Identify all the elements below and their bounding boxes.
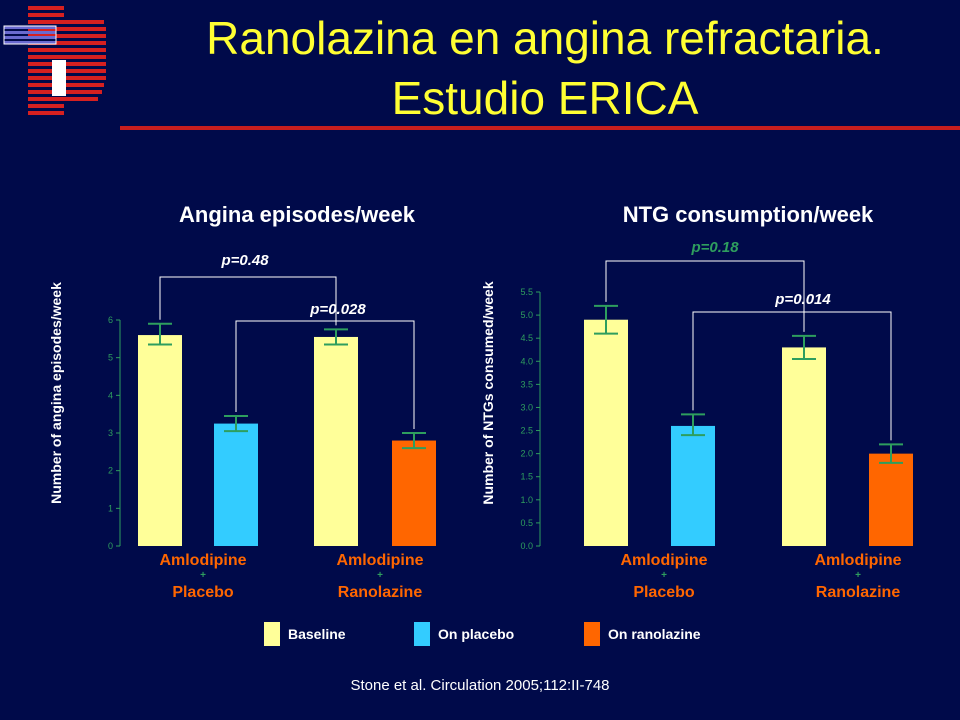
- chart1-group-label-bottom-0: Placebo: [172, 584, 234, 601]
- legend-label-on-ranolazine: On ranolazine: [608, 626, 701, 642]
- citation: Stone et al. Circulation 2005;112:II-748: [350, 677, 610, 694]
- chart2-y-tick-label-0: 0.0: [520, 541, 533, 551]
- chart1-y-tick-label-5: 5: [108, 353, 113, 363]
- title-divider: [120, 126, 960, 130]
- chart2-group-label-bottom-1: Ranolazine: [816, 584, 901, 601]
- chart2-pvalue-label-1: p=0.014: [774, 291, 831, 308]
- slide-title-line2: Estudio ERICA: [391, 72, 699, 124]
- chart1-y-tick-label-1: 1: [108, 503, 113, 513]
- chart1-pvalue-label-1: p=0.028: [309, 301, 366, 318]
- chart1-y-tick-label-6: 6: [108, 315, 113, 325]
- chart1-group-label-plus-0: +: [200, 570, 206, 581]
- chart1-group-label-top-1: Amlodipine: [336, 552, 423, 569]
- chart2-y-tick-label-11: 5.5: [520, 287, 533, 297]
- legend-item-baseline: Baseline: [264, 621, 346, 647]
- legend-label-baseline: Baseline: [288, 626, 346, 642]
- chart1-y-tick-label-4: 4: [108, 390, 113, 400]
- chart2-y-tick-label-7: 3.5: [520, 379, 533, 389]
- chart2-y-tick-label-1: 0.5: [520, 518, 533, 528]
- chart2-y-tick-label-9: 4.5: [520, 333, 533, 343]
- legend-swatch-baseline: [264, 622, 280, 646]
- chart2-y-tick-label-5: 2.5: [520, 426, 533, 436]
- chart2-y-tick-label-8: 4.0: [520, 356, 533, 366]
- chart2-pvalue-bracket-1: [692, 311, 892, 441]
- chart1-group-label-top-0: Amlodipine: [159, 552, 246, 569]
- chart2-pvalue-label-0: p=0.18: [690, 239, 739, 256]
- chart1-bar-1: [214, 423, 258, 546]
- chart2-y-axis-label: Number of NTGs consumed/week: [480, 281, 496, 504]
- chart1-y-tick-label-2: 2: [108, 466, 113, 476]
- legend-swatch-on-placebo: [414, 622, 430, 646]
- chart1-bar-2: [314, 336, 358, 546]
- chart1-pvalue-bracket-0: [159, 276, 337, 326]
- chart2-bar-1: [671, 425, 715, 546]
- chart2-y-tick-label-3: 1.5: [520, 472, 533, 482]
- chart2-y-tick-label-4: 2.0: [520, 449, 533, 459]
- legend-item-on-ranolazine: On ranolazine: [584, 621, 701, 647]
- legend-item-on-placebo: On placebo: [414, 621, 514, 647]
- chart1-y-tick-label-0: 0: [108, 541, 113, 551]
- chart1-title: Angina episodes/week: [179, 202, 416, 227]
- chart1-pvalue-bracket-1: [235, 320, 415, 429]
- chart2-group-label-bottom-0: Placebo: [633, 584, 695, 601]
- legend-swatch-on-ranolazine: [584, 622, 600, 646]
- chart2-group-label-plus-1: +: [855, 570, 861, 581]
- chart2-y-tick-label-2: 1.0: [520, 495, 533, 505]
- chart1-y-axis-label: Number of angina episodes/week: [48, 282, 64, 504]
- slide-title-line1: Ranolazina en angina refractaria.: [206, 12, 884, 64]
- chart2-bar-3: [869, 453, 913, 546]
- chart2-title: NTG consumption/week: [623, 202, 874, 227]
- chart1-bar-3: [392, 440, 436, 546]
- legend-label-on-placebo: On placebo: [438, 626, 515, 642]
- chart2-group-label-plus-0: +: [661, 570, 667, 581]
- chart2-bar-2: [782, 347, 826, 546]
- chart2-group-label-top-0: Amlodipine: [620, 552, 707, 569]
- hospital-logo-icon: [3, 6, 106, 115]
- chart1-bar-0: [138, 335, 182, 546]
- chart2-group-label-top-1: Amlodipine: [814, 552, 901, 569]
- chart1-group-label-plus-1: +: [377, 570, 383, 581]
- chart2-y-tick-label-6: 3.0: [520, 402, 533, 412]
- chart1-y-tick-label-3: 3: [108, 428, 113, 438]
- chart1-pvalue-label-0: p=0.48: [220, 252, 269, 269]
- chart1-group-label-bottom-1: Ranolazine: [338, 584, 423, 601]
- chart2-y-tick-label-10: 5.0: [520, 310, 533, 320]
- chart2-pvalue-bracket-0: [605, 260, 805, 332]
- chart2-bar-0: [584, 319, 628, 546]
